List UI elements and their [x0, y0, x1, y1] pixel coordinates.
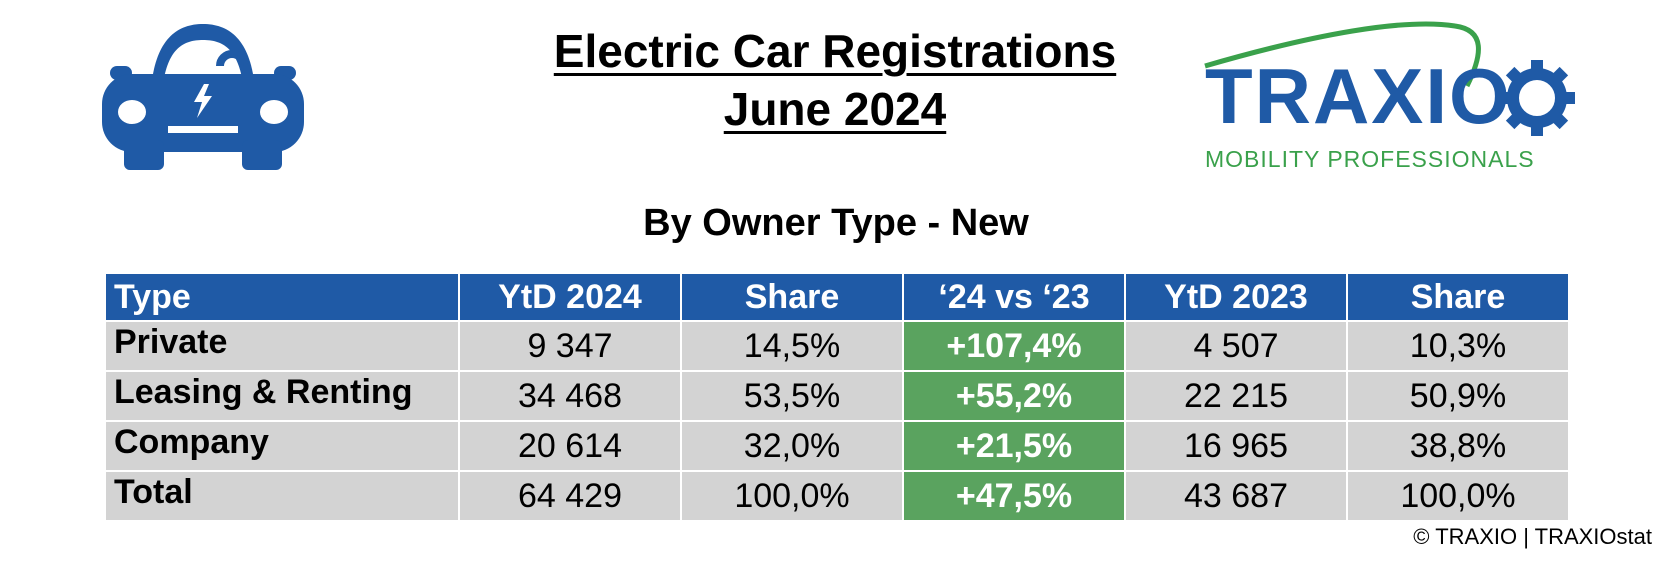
row-type: Company: [104, 420, 460, 472]
electric-car-icon: [102, 24, 304, 170]
share-2023-cell: 50,9%: [1346, 370, 1570, 422]
row-type: Leasing & Renting: [104, 370, 460, 422]
ytd-2023-cell: 22 215: [1124, 370, 1348, 422]
traxio-logo: TRAXIO MOBILITY PROFESSIONALS: [1195, 14, 1575, 174]
share-2024-cell: 32,0%: [680, 420, 904, 472]
ytd-2024-cell: 20 614: [458, 420, 682, 472]
share-2023-cell: 100,0%: [1346, 470, 1570, 522]
ytd-2023-cell: 43 687: [1124, 470, 1348, 522]
row-type: Total: [104, 470, 460, 522]
share-2023-cell: 10,3%: [1346, 320, 1570, 372]
column-header-share-2024: Share: [680, 272, 904, 322]
page-title-date: June 2024: [723, 83, 947, 135]
row-type: Private: [104, 320, 460, 372]
share-2024-cell: 14,5%: [680, 320, 904, 372]
ytd-2024-cell: 34 468: [458, 370, 682, 422]
table-row: Leasing & Renting 34 468 53,5% +55,2% 22…: [104, 370, 1570, 422]
column-header-ytd-2023: YtD 2023: [1124, 272, 1348, 322]
growth-cell: +21,5%: [902, 420, 1126, 472]
title-block: Electric Car Registrations June 2024: [480, 22, 1190, 138]
table-header-row: Type YtD 2024 Share ‘24 vs ‘23 YtD 2023 …: [104, 272, 1570, 322]
column-header-share-2023: Share: [1346, 272, 1570, 322]
logo-swoosh-icon: [1204, 21, 1575, 136]
share-2023-cell: 38,8%: [1346, 420, 1570, 472]
growth-cell: +47,5%: [902, 470, 1126, 522]
gear-icon: [1499, 60, 1575, 136]
registrations-table: Type YtD 2024 Share ‘24 vs ‘23 YtD 2023 …: [104, 272, 1570, 522]
ytd-2024-cell: 9 347: [458, 320, 682, 372]
ytd-2023-cell: 4 507: [1124, 320, 1348, 372]
table-row: Private 9 347 14,5% +107,4% 4 507 10,3%: [104, 320, 1570, 372]
share-2024-cell: 100,0%: [680, 470, 904, 522]
table-row-total: Total 64 429 100,0% +47,5% 43 687 100,0%: [104, 470, 1570, 522]
table-subtitle: By Owner Type - New: [643, 202, 1029, 244]
column-header-type: Type: [104, 272, 460, 322]
share-2024-cell: 53,5%: [680, 370, 904, 422]
column-header-ytd-2024: YtD 2024: [458, 272, 682, 322]
growth-cell: +107,4%: [902, 320, 1126, 372]
ytd-2024-cell: 64 429: [458, 470, 682, 522]
copyright-notice: © TRAXIO | TRAXIOstat: [1413, 524, 1652, 549]
column-header-growth: ‘24 vs ‘23: [902, 272, 1126, 322]
page-title: Electric Car Registrations: [553, 25, 1117, 77]
logo-tagline: MOBILITY PROFESSIONALS: [1205, 146, 1535, 172]
growth-cell: +55,2%: [902, 370, 1126, 422]
ytd-2023-cell: 16 965: [1124, 420, 1348, 472]
logo-wordmark: TRAXIO: [1205, 52, 1512, 140]
table-row: Company 20 614 32,0% +21,5% 16 965 38,8%: [104, 420, 1570, 472]
